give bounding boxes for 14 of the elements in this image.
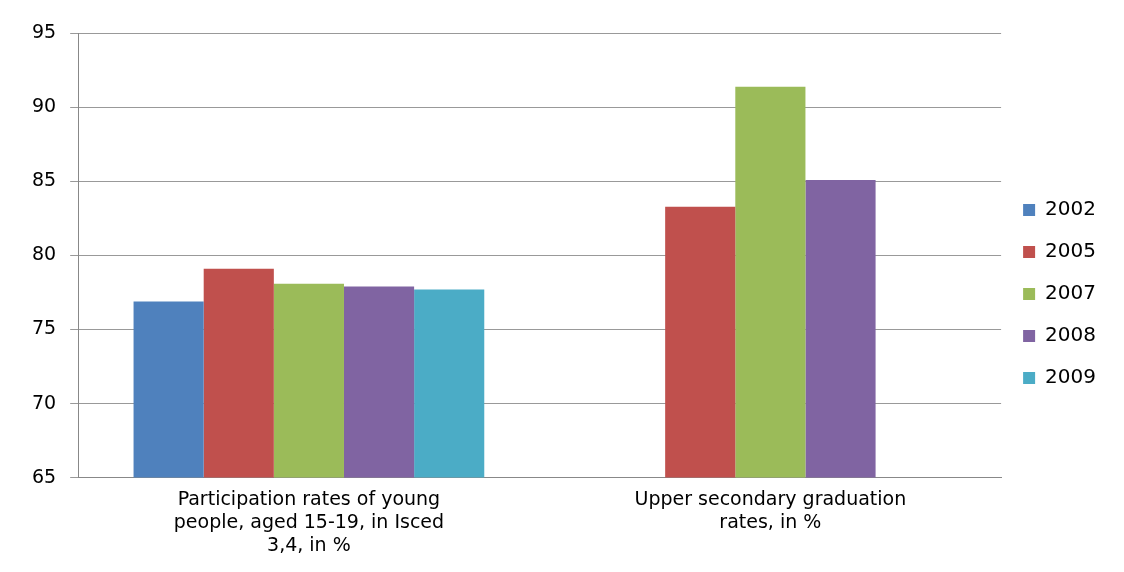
x-tick-label: Upper secondary graduation rates, in % <box>634 486 907 532</box>
y-tick-label: 80 <box>31 242 57 265</box>
legend-label: 2002 <box>1045 196 1097 221</box>
y-tick-label: 95 <box>31 20 57 43</box>
y-tick-label: 70 <box>31 390 57 413</box>
y-tick-label: 85 <box>31 168 57 191</box>
legend-label: 2008 <box>1045 322 1097 347</box>
legend-label: 2005 <box>1045 238 1097 263</box>
legend-label: 2009 <box>1045 364 1097 389</box>
y-tick-label: 65 <box>31 464 57 487</box>
y-tick-label: 75 <box>31 316 57 339</box>
y-tick-label: 90 <box>31 94 57 117</box>
x-tick-label: Participation rates of young people, aged 15-19, in Isced 3,4, in % <box>173 486 445 555</box>
legend-label: 2007 <box>1045 280 1097 305</box>
